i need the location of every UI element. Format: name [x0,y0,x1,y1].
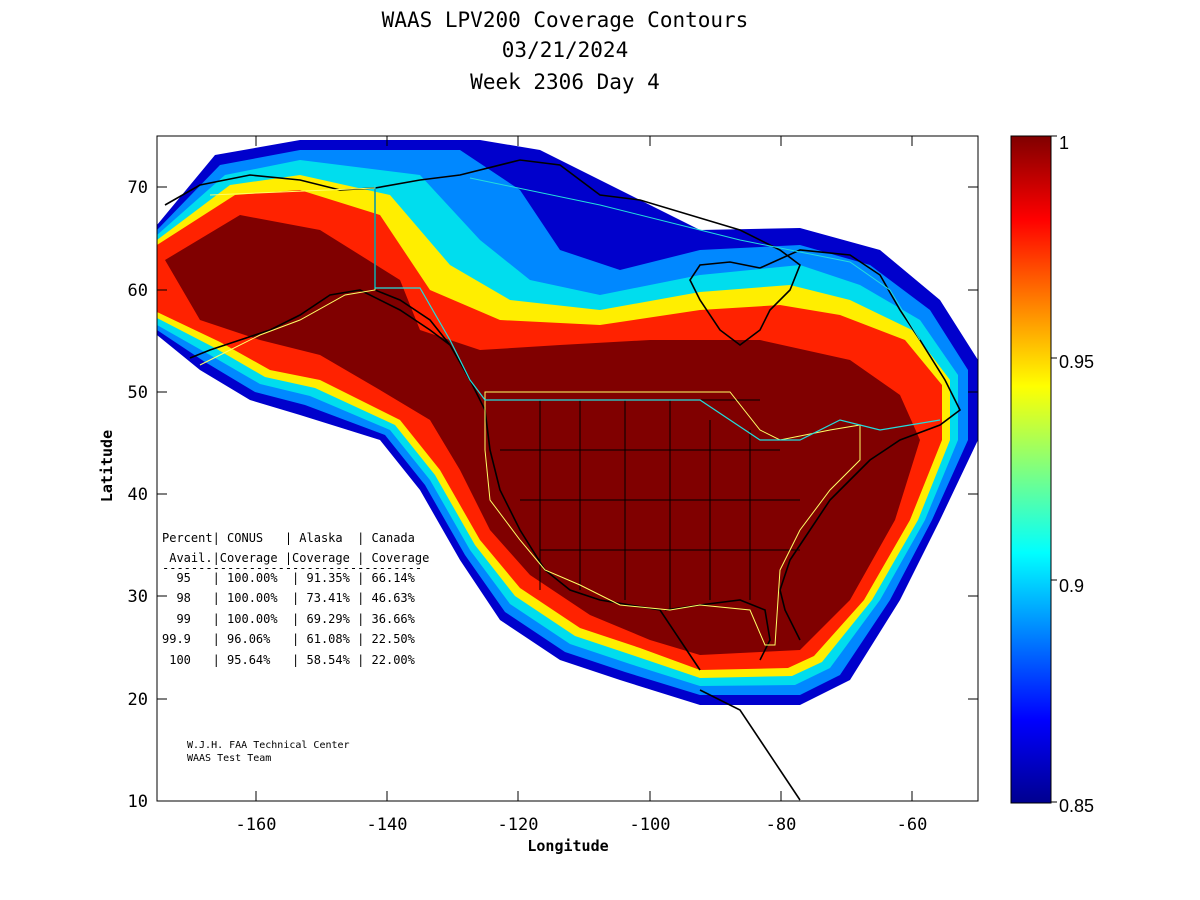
colorbar-tick-label: 0.9 [1059,576,1084,596]
x-axis: -160 -140 -120 -100 -80 -60 Longitude [236,136,928,855]
x-tick-label: -160 [236,815,277,835]
colorbar-tick-label: 0.85 [1059,796,1094,816]
colorbar-tick-label: 1 [1059,133,1069,153]
x-axis-title: Longitude [527,837,608,855]
contour-band-1.0 [165,215,920,655]
colorbar-gradient [1010,135,1052,804]
table-row: 99.9 | 96.06% | 61.08% | 22.50% [162,632,416,646]
table-separator: ------------------------------------ [162,561,422,575]
credit-line: WAAS Test Team [187,753,271,764]
table-header: Percent| CONUS | Alaska | Canada [162,531,415,545]
y-tick-label: 20 [128,690,148,710]
x-tick-label: -80 [766,815,797,835]
credit-line: W.J.H. FAA Technical Center [187,740,350,751]
table-row: 98 | 100.00% | 73.41% | 46.63% [162,591,416,605]
region-outlines [199,177,941,646]
x-tick-label: -60 [897,815,928,835]
canada-arctic-coast [374,159,801,346]
canada-border [374,185,941,441]
coverage-contours [157,140,978,705]
colorbar-tick-label: 0.95 [1059,352,1094,372]
conus-outline [484,391,861,646]
table-row: 95 | 100.00% | 91.35% | 66.14% [162,571,416,585]
central-america [699,689,801,801]
y-axis: 70 60 50 40 30 20 10 Latitude [98,178,978,812]
plot-frame [156,135,979,802]
coverage-table: Percent| CONUS | Alaska | Canada Avail.|… [162,531,429,667]
colorbar: 1 0.95 0.9 0.85 [1010,133,1094,816]
map-title: WAAS LPV200 Coverage Contours [381,8,749,32]
table-row: 100 | 95.64% | 58.54% | 22.00% [162,653,416,667]
map-week-day: Week 2306 Day 4 [470,70,660,94]
y-tick-label: 40 [128,485,148,505]
east-coast [759,249,962,641]
x-tick-label: -100 [630,815,671,835]
table-row: 99 | 100.00% | 69.29% | 36.66% [162,612,416,626]
map-date: 03/21/2024 [501,38,629,62]
y-tick-label: 10 [128,792,148,812]
credit: W.J.H. FAA Technical Center WAAS Test Te… [187,740,350,764]
x-tick-label: -140 [367,815,408,835]
y-tick-label: 60 [128,281,148,301]
x-tick-label: -120 [498,815,539,835]
canada-north-line [469,177,921,341]
y-tick-label: 30 [128,587,148,607]
table-header: Avail.|Coverage |Coverage | Coverage [162,551,429,565]
y-tick-label: 50 [128,383,148,403]
y-axis-title: Latitude [98,430,116,502]
y-tick-label: 70 [128,178,148,198]
